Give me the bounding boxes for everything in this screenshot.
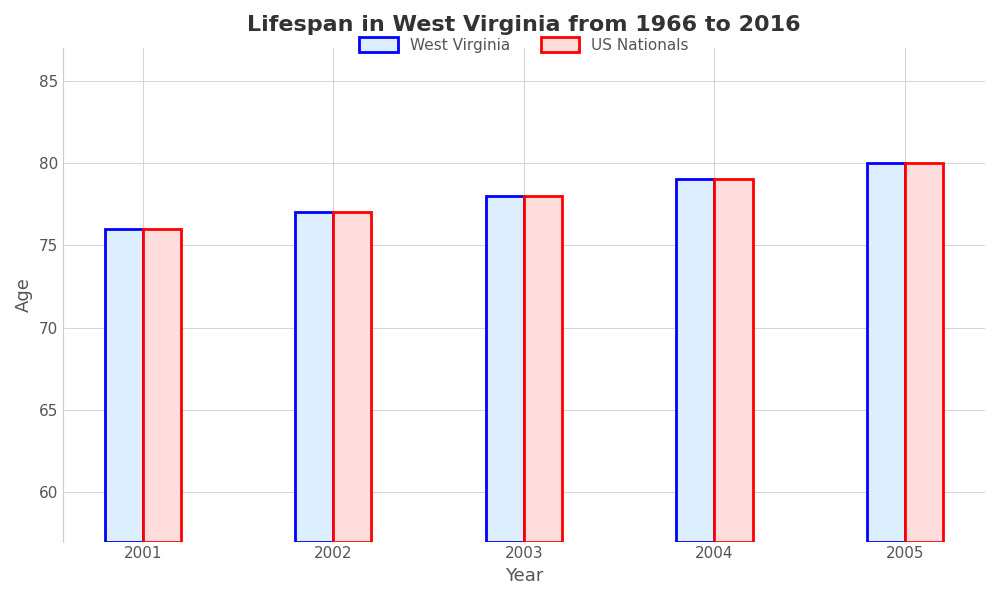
Bar [295, 212, 333, 542]
Bar [143, 229, 181, 542]
Bar [905, 163, 943, 542]
Bar [105, 229, 143, 542]
Bar [524, 196, 562, 542]
Bar [333, 212, 371, 542]
Bar [867, 163, 905, 542]
Title: Lifespan in West Virginia from 1966 to 2016: Lifespan in West Virginia from 1966 to 2… [247, 15, 801, 35]
Legend: West Virginia, US Nationals: West Virginia, US Nationals [353, 31, 695, 59]
Bar [486, 196, 524, 542]
Y-axis label: Age: Age [15, 277, 33, 312]
X-axis label: Year: Year [505, 567, 543, 585]
Bar [676, 179, 714, 542]
Bar [714, 179, 753, 542]
